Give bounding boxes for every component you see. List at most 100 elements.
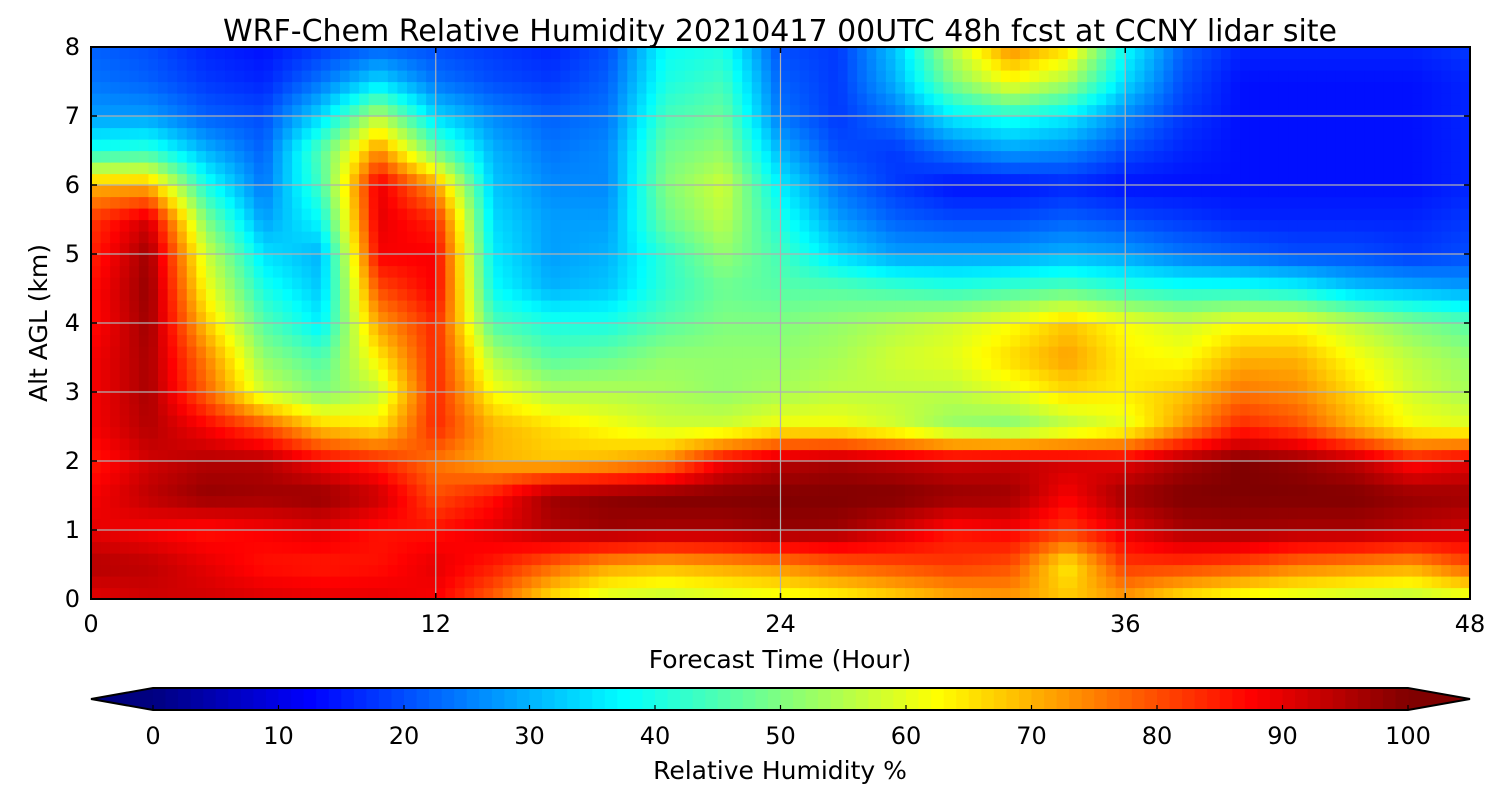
heatmap-cell — [866, 530, 877, 543]
heatmap-cell — [474, 403, 485, 416]
heatmap-cell — [1431, 461, 1442, 474]
heatmap-cell — [474, 461, 485, 474]
heatmap-cell — [1211, 334, 1222, 347]
heatmap-cell — [263, 369, 274, 382]
heatmap-cell — [703, 323, 715, 336]
heatmap-cell — [196, 461, 207, 474]
heatmap-cell — [378, 564, 389, 577]
heatmap-cell — [579, 265, 590, 278]
heatmap-cell — [809, 196, 820, 209]
heatmap-cell — [1115, 288, 1126, 301]
heatmap-cell — [770, 472, 782, 485]
heatmap-cell — [751, 449, 762, 462]
heatmap-cell — [1326, 288, 1337, 301]
heatmap-cell — [244, 507, 255, 520]
heatmap-cell — [234, 553, 245, 566]
heatmap-cell — [1019, 449, 1031, 462]
heatmap-cell — [742, 507, 753, 520]
heatmap-cell — [215, 461, 226, 474]
heatmap-cell — [493, 403, 504, 416]
heatmap-cell — [694, 587, 705, 599]
heatmap-cell — [962, 518, 973, 531]
heatmap-cell — [158, 495, 169, 508]
heatmap-field — [91, 47, 1470, 599]
heatmap-cell — [225, 403, 236, 416]
heatmap-cell — [1278, 587, 1289, 599]
heatmap-cell — [292, 254, 303, 267]
heatmap-cell — [158, 564, 169, 577]
heatmap-cell — [684, 530, 695, 543]
heatmap-cell — [493, 415, 504, 428]
heatmap-cell — [244, 265, 255, 278]
heatmap-cell — [694, 518, 705, 531]
heatmap-cell — [339, 587, 351, 599]
heatmap-cell — [924, 277, 935, 290]
heatmap-cell — [1039, 461, 1050, 474]
heatmap-cell — [924, 530, 935, 543]
heatmap-cell — [646, 576, 657, 589]
heatmap-cell — [1201, 380, 1213, 393]
heatmap-cell — [474, 392, 485, 405]
heatmap-cell — [1422, 311, 1433, 324]
heatmap-cell — [541, 311, 552, 324]
heatmap-cell — [1096, 403, 1107, 416]
heatmap-cell — [608, 449, 619, 462]
heatmap-cell — [454, 265, 466, 278]
heatmap-cell — [1268, 277, 1280, 290]
heatmap-cell — [464, 426, 475, 439]
heatmap-cell — [1431, 334, 1442, 347]
heatmap-cell — [512, 472, 523, 485]
heatmap-cell — [397, 541, 408, 554]
heatmap-cell — [1173, 438, 1184, 451]
heatmap-cell — [1000, 380, 1011, 393]
heatmap-cell — [1268, 231, 1280, 244]
heatmap-cell — [1144, 346, 1155, 359]
heatmap-cell — [1010, 415, 1021, 428]
heatmap-cell — [1422, 518, 1433, 531]
heatmap-cell — [253, 196, 264, 209]
heatmap-cell — [1086, 357, 1098, 370]
heatmap-cell — [1182, 369, 1193, 382]
heatmap-cell — [952, 311, 964, 324]
heatmap-cell — [837, 369, 849, 382]
heatmap-cell — [1355, 392, 1366, 405]
heatmap-cell — [1039, 541, 1050, 554]
heatmap-cell — [119, 208, 130, 221]
heatmap-cell — [1441, 576, 1452, 589]
heatmap-cell — [598, 518, 609, 531]
heatmap-cell — [646, 242, 657, 255]
heatmap-cell — [1288, 507, 1299, 520]
heatmap-cell — [100, 576, 111, 589]
heatmap-cell — [799, 242, 810, 255]
heatmap-cell — [1125, 564, 1136, 577]
heatmap-cell — [359, 265, 370, 278]
heatmap-cell — [1221, 403, 1232, 416]
heatmap-cell — [1249, 484, 1260, 497]
heatmap-cell — [1048, 530, 1059, 543]
heatmap-cell — [1230, 346, 1241, 359]
heatmap-cell — [445, 461, 456, 474]
heatmap-cell — [828, 288, 839, 301]
heatmap-cell — [790, 219, 801, 232]
heatmap-cell — [972, 415, 983, 428]
heatmap-cell — [713, 472, 724, 485]
heatmap-cell — [1288, 587, 1299, 599]
heatmap-cell — [225, 484, 236, 497]
heatmap-cell — [100, 380, 111, 393]
heatmap-cell — [1240, 254, 1251, 267]
heatmap-cell — [1019, 461, 1031, 474]
heatmap-cell — [770, 484, 782, 497]
heatmap-cell — [234, 426, 245, 439]
heatmap-cell — [320, 311, 332, 324]
heatmap-cell — [924, 472, 935, 485]
heatmap-cell — [1307, 518, 1318, 531]
heatmap-cell — [1010, 357, 1021, 370]
heatmap-cell — [550, 334, 561, 347]
heatmap-cell — [694, 254, 705, 267]
heatmap-cell — [1364, 426, 1375, 439]
heatmap-cell — [158, 415, 169, 428]
heatmap-cell — [1402, 403, 1414, 416]
heatmap-cell — [828, 196, 839, 209]
heatmap-cell — [359, 403, 370, 416]
heatmap-cell — [904, 472, 916, 485]
